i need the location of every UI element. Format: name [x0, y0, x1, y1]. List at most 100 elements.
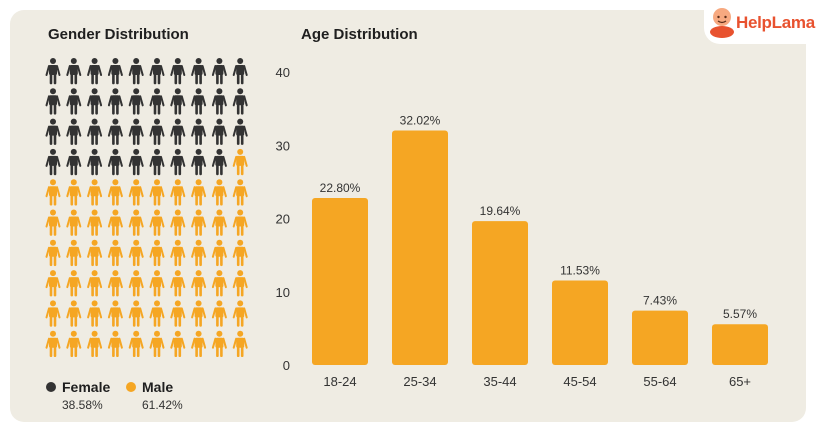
- male-person-icon: [191, 270, 207, 297]
- y-tick-label: 20: [276, 212, 290, 227]
- male-person-icon: [149, 330, 165, 358]
- female-person-icon: [45, 148, 61, 176]
- x-tick-label: 65+: [729, 374, 751, 389]
- male-person-icon: [211, 270, 227, 297]
- data-label: 22.80%: [320, 181, 361, 195]
- female-person-icon: [128, 88, 144, 115]
- female-person-icon: [211, 88, 227, 115]
- male-dot-icon: [126, 381, 136, 392]
- male-person-icon: [170, 179, 186, 206]
- male-person-icon: [170, 209, 186, 236]
- male-person-icon: [87, 209, 103, 236]
- male-person-icon: [149, 270, 165, 297]
- female-person-icon: [191, 118, 207, 145]
- bar-18-24: [312, 197, 368, 365]
- male-person-icon: [170, 270, 186, 297]
- male-person-icon: [191, 209, 207, 236]
- female-person-icon: [107, 118, 123, 145]
- male-person-icon: [211, 239, 227, 267]
- age-chart-title: Age Distribution: [301, 26, 418, 43]
- y-tick-label: 30: [276, 138, 290, 153]
- female-person-icon: [191, 88, 207, 115]
- female-person-icon: [87, 148, 103, 176]
- legend-male-label: Male: [142, 378, 174, 395]
- male-person-icon: [45, 209, 61, 236]
- female-person-icon: [211, 118, 227, 145]
- male-person-icon: [232, 148, 248, 176]
- male-person-icon: [211, 209, 227, 236]
- male-person-icon: [66, 209, 82, 236]
- data-label: 19.64%: [480, 204, 521, 218]
- male-person-icon: [128, 239, 144, 267]
- male-person-icon: [211, 179, 227, 206]
- male-person-icon: [45, 330, 61, 358]
- male-person-icon: [66, 300, 82, 327]
- male-person-icon: [232, 270, 248, 297]
- female-person-icon: [87, 58, 103, 85]
- male-person-icon: [191, 330, 207, 358]
- male-person-icon: [232, 209, 248, 236]
- male-person-icon: [191, 300, 207, 327]
- male-person-icon: [232, 330, 248, 358]
- male-person-icon: [211, 300, 227, 327]
- female-person-icon: [66, 118, 82, 145]
- legend-male-percent: 61.42%: [142, 398, 183, 412]
- female-person-icon: [149, 58, 165, 85]
- female-person-icon: [170, 118, 186, 145]
- male-person-icon: [128, 270, 144, 297]
- male-person-icon: [107, 179, 123, 206]
- monk-mascot-icon: [710, 8, 734, 38]
- female-person-icon: [107, 58, 123, 85]
- female-person-icon: [87, 88, 103, 115]
- male-person-icon: [170, 300, 186, 327]
- male-person-icon: [87, 179, 103, 206]
- female-person-icon: [45, 58, 61, 85]
- male-person-icon: [128, 300, 144, 327]
- male-person-icon: [45, 300, 61, 327]
- gender-pictogram-grid: [45, 58, 248, 358]
- legend-female-label: Female: [62, 378, 111, 395]
- female-person-icon: [107, 88, 123, 115]
- female-person-icon: [149, 148, 165, 176]
- female-person-icon: [211, 58, 227, 85]
- male-person-icon: [128, 179, 144, 206]
- legend-female-percent: 38.58%: [62, 398, 103, 412]
- male-person-icon: [45, 239, 61, 267]
- male-person-icon: [232, 300, 248, 327]
- female-person-icon: [128, 58, 144, 85]
- male-person-icon: [170, 330, 186, 358]
- x-tick-label: 25-34: [403, 374, 436, 389]
- female-dot-icon: [46, 381, 56, 392]
- male-person-icon: [87, 330, 103, 358]
- male-person-icon: [107, 209, 123, 236]
- female-person-icon: [45, 118, 61, 145]
- brand-logo: HelpLama: [704, 0, 826, 44]
- male-person-icon: [149, 239, 165, 267]
- male-person-icon: [87, 239, 103, 267]
- data-label: 7.43%: [643, 294, 677, 308]
- x-tick-label: 18-24: [323, 374, 356, 389]
- male-person-icon: [107, 300, 123, 327]
- data-label: 11.53%: [560, 264, 600, 278]
- female-person-icon: [87, 118, 103, 145]
- male-person-icon: [66, 179, 82, 206]
- gender-chart-title: Gender Distribution: [48, 26, 189, 43]
- male-person-icon: [45, 270, 61, 297]
- female-person-icon: [191, 58, 207, 85]
- female-person-icon: [66, 58, 82, 85]
- male-person-icon: [211, 330, 227, 358]
- male-person-icon: [191, 239, 207, 267]
- female-person-icon: [211, 148, 227, 176]
- female-person-icon: [232, 118, 248, 145]
- x-tick-label: 55-64: [643, 374, 676, 389]
- male-person-icon: [232, 239, 248, 267]
- female-person-icon: [191, 148, 207, 176]
- age-bar-chart: 0 10 20 30 40 22.80% 18-24 32.02% 25-34 19.64% 35-…: [276, 65, 768, 389]
- data-label: 32.02%: [400, 113, 441, 127]
- y-tick-label: 0: [283, 358, 290, 373]
- male-person-icon: [66, 239, 82, 267]
- female-person-icon: [128, 118, 144, 145]
- male-person-icon: [107, 239, 123, 267]
- male-person-icon: [128, 330, 144, 358]
- male-person-icon: [66, 330, 82, 358]
